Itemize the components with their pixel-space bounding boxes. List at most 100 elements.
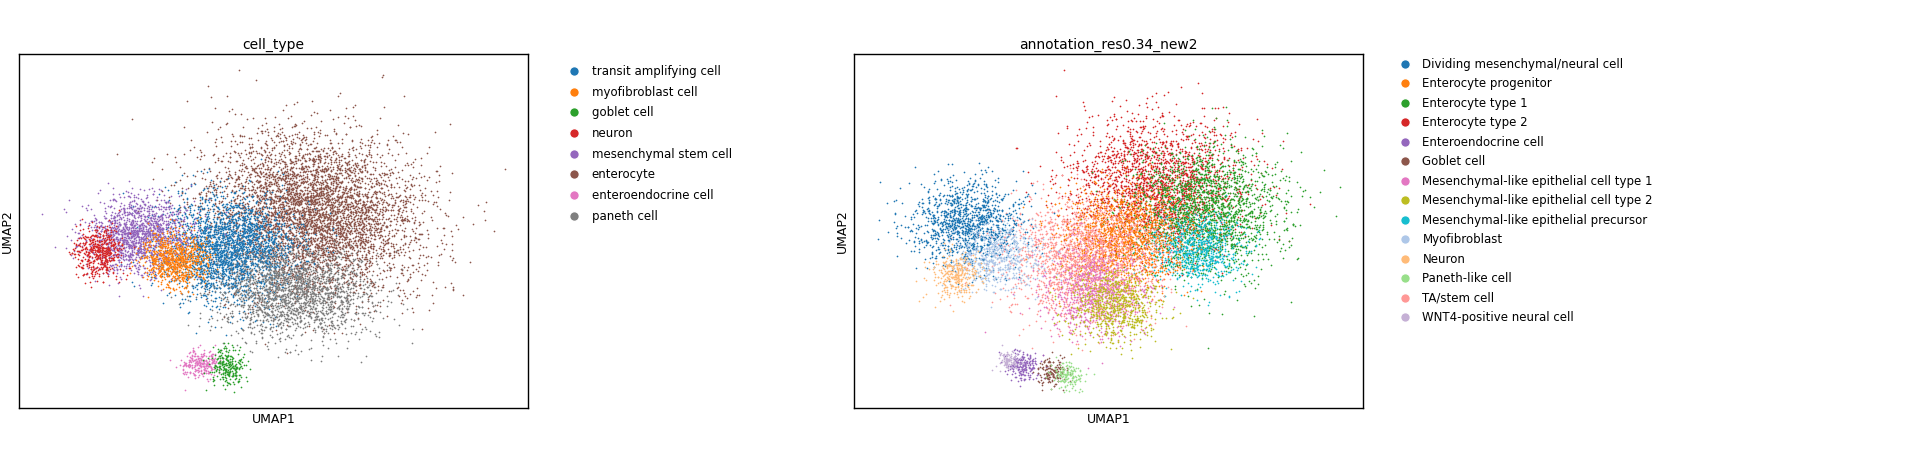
Point: [204, 246, 234, 253]
Point: [409, 271, 440, 279]
Point: [142, 213, 173, 221]
Point: [156, 254, 186, 261]
Point: [244, 204, 275, 212]
Point: [1073, 254, 1104, 261]
Point: [1165, 230, 1196, 237]
Point: [196, 94, 227, 101]
Point: [1142, 191, 1173, 198]
Point: [257, 200, 288, 207]
Point: [152, 283, 182, 290]
Point: [98, 256, 129, 264]
Point: [1079, 287, 1110, 294]
Point: [342, 265, 372, 272]
Point: [359, 202, 390, 209]
Point: [144, 271, 175, 279]
Point: [125, 208, 156, 215]
Point: [180, 371, 211, 379]
Point: [1125, 222, 1156, 230]
Point: [223, 214, 253, 221]
Point: [205, 157, 236, 164]
Point: [349, 222, 380, 229]
Point: [253, 270, 284, 277]
Point: [236, 260, 267, 267]
Point: [1164, 250, 1194, 257]
Point: [269, 211, 300, 218]
Point: [119, 243, 150, 251]
Point: [144, 232, 175, 240]
Point: [244, 296, 275, 303]
Point: [323, 219, 353, 226]
Point: [88, 244, 119, 251]
Point: [1073, 268, 1104, 275]
Point: [257, 299, 288, 306]
Point: [1190, 245, 1221, 252]
Point: [215, 198, 246, 205]
Point: [221, 278, 252, 285]
Point: [1139, 233, 1169, 240]
Point: [1208, 195, 1238, 202]
Point: [1156, 194, 1187, 202]
Point: [88, 264, 119, 271]
Point: [1048, 366, 1079, 373]
Point: [1081, 303, 1112, 310]
Point: [204, 233, 234, 241]
Point: [73, 233, 104, 241]
Point: [1087, 213, 1117, 221]
Point: [303, 290, 334, 298]
Point: [1108, 301, 1139, 308]
Point: [294, 322, 324, 329]
Point: [346, 175, 376, 182]
Point: [348, 230, 378, 237]
Point: [65, 216, 96, 223]
Point: [1085, 239, 1116, 246]
Point: [150, 254, 180, 261]
Point: [996, 361, 1027, 369]
Point: [1075, 284, 1106, 292]
Point: [321, 254, 351, 261]
Point: [1116, 292, 1146, 299]
Point: [1212, 116, 1242, 124]
Point: [96, 220, 127, 227]
Point: [1198, 116, 1229, 123]
Point: [1140, 155, 1171, 162]
Point: [1087, 298, 1117, 305]
Point: [202, 259, 232, 266]
Point: [1064, 270, 1094, 277]
Point: [259, 178, 290, 185]
Point: [1098, 256, 1129, 263]
Point: [146, 241, 177, 248]
Point: [1064, 288, 1094, 295]
Point: [161, 256, 192, 264]
Point: [184, 190, 215, 198]
Point: [344, 143, 374, 150]
Point: [303, 178, 334, 185]
Point: [221, 236, 252, 244]
Point: [1175, 234, 1206, 241]
Point: [1104, 296, 1135, 304]
Point: [1081, 296, 1112, 303]
Point: [1087, 254, 1117, 261]
Point: [920, 258, 950, 265]
Point: [129, 213, 159, 220]
Point: [125, 224, 156, 231]
Point: [1190, 224, 1221, 231]
Point: [1213, 203, 1244, 211]
Point: [300, 266, 330, 274]
Point: [230, 228, 261, 236]
Point: [1000, 237, 1031, 244]
Point: [1094, 195, 1125, 202]
Point: [204, 260, 234, 267]
Point: [1154, 183, 1185, 191]
Point: [1150, 214, 1181, 222]
Point: [1187, 243, 1217, 251]
Point: [1273, 198, 1304, 206]
Point: [346, 254, 376, 261]
Point: [1169, 126, 1200, 133]
Point: [1014, 278, 1044, 285]
Point: [198, 179, 228, 186]
Point: [1092, 294, 1123, 301]
Point: [1175, 261, 1206, 268]
Point: [1094, 227, 1125, 235]
Point: [1092, 267, 1123, 274]
Point: [937, 282, 968, 289]
